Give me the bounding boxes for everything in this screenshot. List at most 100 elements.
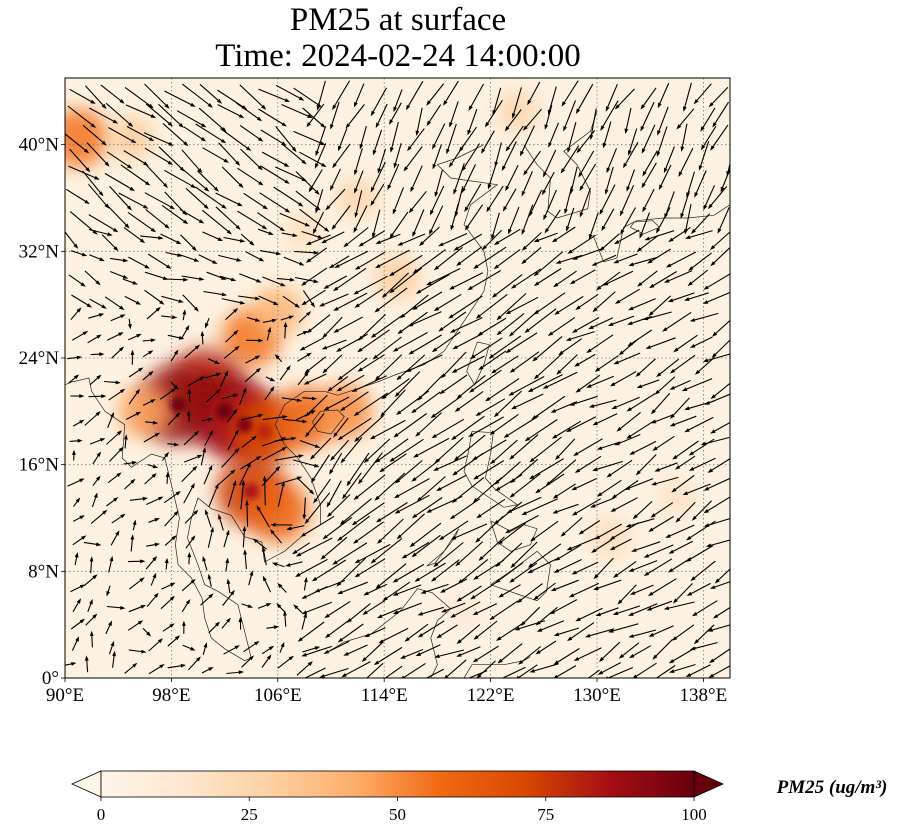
wind-arrow bbox=[182, 620, 186, 634]
wind-arrow bbox=[146, 306, 161, 320]
wind-arrow bbox=[330, 439, 350, 461]
wind-arrow bbox=[84, 411, 101, 426]
wind-arrow bbox=[370, 161, 386, 193]
wind-arrow bbox=[454, 185, 464, 218]
colorbar-tick-label: 25 bbox=[241, 805, 258, 824]
wind-arrow bbox=[274, 354, 283, 363]
wind-arrow bbox=[452, 333, 483, 350]
wind-arrow bbox=[617, 584, 637, 605]
wind-arrow bbox=[258, 295, 279, 306]
wind-arrow bbox=[296, 661, 313, 676]
wind-arrow bbox=[215, 206, 241, 230]
wind-arrow bbox=[527, 557, 560, 574]
wind-arrow bbox=[374, 287, 408, 313]
wind-arrow bbox=[481, 130, 495, 154]
wind-arrow bbox=[372, 336, 402, 360]
wind-arrow bbox=[257, 228, 274, 235]
wind-arrow bbox=[405, 80, 424, 111]
wind-arrow bbox=[485, 378, 520, 402]
wind-arrow bbox=[332, 143, 351, 169]
wind-arrow bbox=[130, 349, 135, 365]
wind-arrow bbox=[220, 128, 252, 151]
wind-arrow bbox=[146, 496, 164, 506]
wind-arrow bbox=[610, 497, 638, 512]
wind-arrow bbox=[108, 127, 137, 144]
wind-arrow bbox=[124, 662, 138, 674]
wind-arrow bbox=[159, 388, 177, 400]
wind-arrow bbox=[303, 373, 327, 385]
wind-arrow bbox=[574, 455, 602, 473]
wind-arrow bbox=[216, 89, 248, 110]
wind-arrow bbox=[521, 498, 558, 516]
wind-arrow bbox=[467, 270, 501, 291]
wind-arrow bbox=[575, 293, 599, 310]
wind-arrow bbox=[72, 419, 85, 427]
wind-arrow bbox=[703, 185, 716, 211]
wind-arrow bbox=[86, 142, 110, 167]
wind-arrow bbox=[692, 600, 718, 617]
wind-arrow bbox=[430, 395, 462, 419]
wind-arrow bbox=[654, 462, 678, 472]
wind-arrow bbox=[72, 598, 81, 613]
wind-arrow bbox=[274, 454, 304, 461]
wind-arrow bbox=[238, 616, 243, 630]
wind-arrow bbox=[411, 534, 441, 558]
wind-arrow bbox=[101, 234, 119, 252]
pm25-hotspot bbox=[316, 383, 373, 440]
wind-arrow bbox=[726, 161, 730, 177]
wind-arrow bbox=[651, 392, 671, 415]
wind-arrow bbox=[529, 189, 543, 217]
wind-arrow bbox=[599, 184, 616, 215]
wind-arrow bbox=[87, 598, 93, 612]
wind-arrow bbox=[125, 411, 142, 420]
map-title: PM25 at surface Time: 2024-02-24 14:00:0… bbox=[0, 2, 796, 74]
wind-arrow bbox=[599, 641, 621, 662]
wind-arrow bbox=[652, 435, 675, 451]
wind-arrow bbox=[109, 446, 124, 462]
wind-arrow bbox=[104, 296, 125, 310]
lat-tick-label: 40°N bbox=[19, 135, 60, 156]
wind-arrow bbox=[363, 583, 388, 596]
lon-tick-label: 114°E bbox=[361, 685, 408, 706]
wind-arrow bbox=[509, 434, 539, 460]
wind-arrow bbox=[505, 165, 519, 192]
pm25-core bbox=[243, 483, 260, 500]
wind-arrow bbox=[333, 417, 349, 438]
wind-arrow bbox=[468, 83, 484, 111]
wind-arrow bbox=[413, 437, 450, 458]
wind-arrow bbox=[283, 321, 288, 339]
wind-arrow bbox=[331, 205, 351, 230]
wind-arrow bbox=[650, 502, 674, 518]
wind-arrow bbox=[223, 236, 246, 243]
wind-arrow bbox=[124, 295, 142, 305]
wind-arrow bbox=[128, 605, 146, 613]
wind-arrow bbox=[489, 413, 519, 435]
wind-arrow bbox=[273, 186, 304, 207]
wind-arrow bbox=[521, 204, 534, 235]
wind-arrow bbox=[516, 583, 543, 604]
wind-arrow bbox=[569, 269, 596, 285]
wind-arrow bbox=[225, 329, 239, 343]
wind-arrow bbox=[425, 668, 444, 678]
wind-arrow bbox=[186, 410, 191, 422]
wind-arrow bbox=[164, 557, 169, 570]
lon-tick-label: 138°E bbox=[680, 685, 728, 706]
wind-arrow bbox=[434, 169, 444, 198]
wind-arrow bbox=[319, 293, 349, 307]
wind-arrow bbox=[400, 294, 429, 319]
wind-arrow bbox=[184, 454, 203, 463]
wind-arrow bbox=[606, 148, 618, 174]
wind-arrow bbox=[370, 183, 385, 207]
wind-arrow bbox=[628, 560, 658, 572]
wind-arrow bbox=[503, 415, 539, 438]
wind-arrow bbox=[587, 669, 600, 678]
wind-arrow bbox=[106, 204, 130, 229]
wind-arrow bbox=[302, 290, 315, 308]
wind-arrow bbox=[325, 188, 346, 211]
wind-arrow bbox=[613, 560, 637, 578]
wind-arrow bbox=[680, 123, 688, 152]
wind-arrow bbox=[148, 638, 163, 652]
wind-arrow bbox=[246, 316, 261, 322]
wind-arrow bbox=[510, 541, 538, 569]
wind-arrow bbox=[120, 164, 151, 186]
